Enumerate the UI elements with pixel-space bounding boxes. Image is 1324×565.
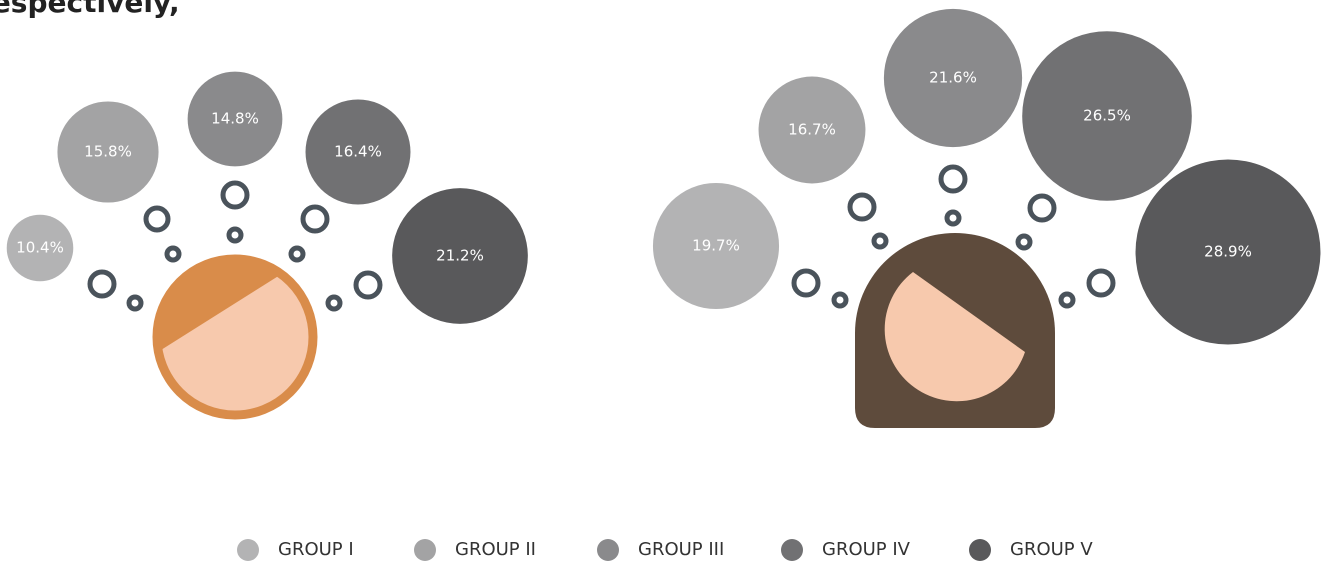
legend-label: GROUP I: [278, 539, 354, 560]
value-label: 21.2%: [436, 247, 484, 265]
legend-swatch: [781, 539, 803, 561]
caption: respectively,: [0, 0, 180, 19]
bubble: [392, 188, 528, 324]
value-label: 14.8%: [211, 110, 259, 128]
bubble: [6, 214, 74, 282]
legend-swatch: [237, 539, 259, 561]
bubble: [305, 99, 411, 205]
value-label: 26.5%: [1083, 107, 1131, 125]
value-label: 16.7%: [788, 121, 836, 139]
legend-swatch: [414, 539, 436, 561]
bubble: [1135, 159, 1321, 345]
legend-label: GROUP III: [638, 539, 724, 560]
bubble: [883, 8, 1023, 148]
bubble: [758, 76, 866, 184]
female-figure: [791, 164, 1116, 428]
legend-swatch: [969, 539, 991, 561]
value-label: 28.9%: [1204, 243, 1252, 261]
value-label: 10.4%: [16, 239, 64, 257]
value-label: 19.7%: [692, 237, 740, 255]
value-label: 21.6%: [929, 69, 977, 87]
legend-label: GROUP V: [1010, 539, 1093, 560]
value-label: 15.8%: [84, 143, 132, 161]
bubble: [187, 71, 283, 167]
bubble: [1022, 31, 1192, 201]
legend-label: GROUP IV: [822, 539, 911, 560]
legend-label: GROUP II: [455, 539, 536, 560]
male-figure: [87, 180, 383, 420]
legend-swatch: [597, 539, 619, 561]
value-label: 16.4%: [334, 143, 382, 161]
bubble: [57, 101, 159, 203]
bubble: [652, 182, 780, 310]
